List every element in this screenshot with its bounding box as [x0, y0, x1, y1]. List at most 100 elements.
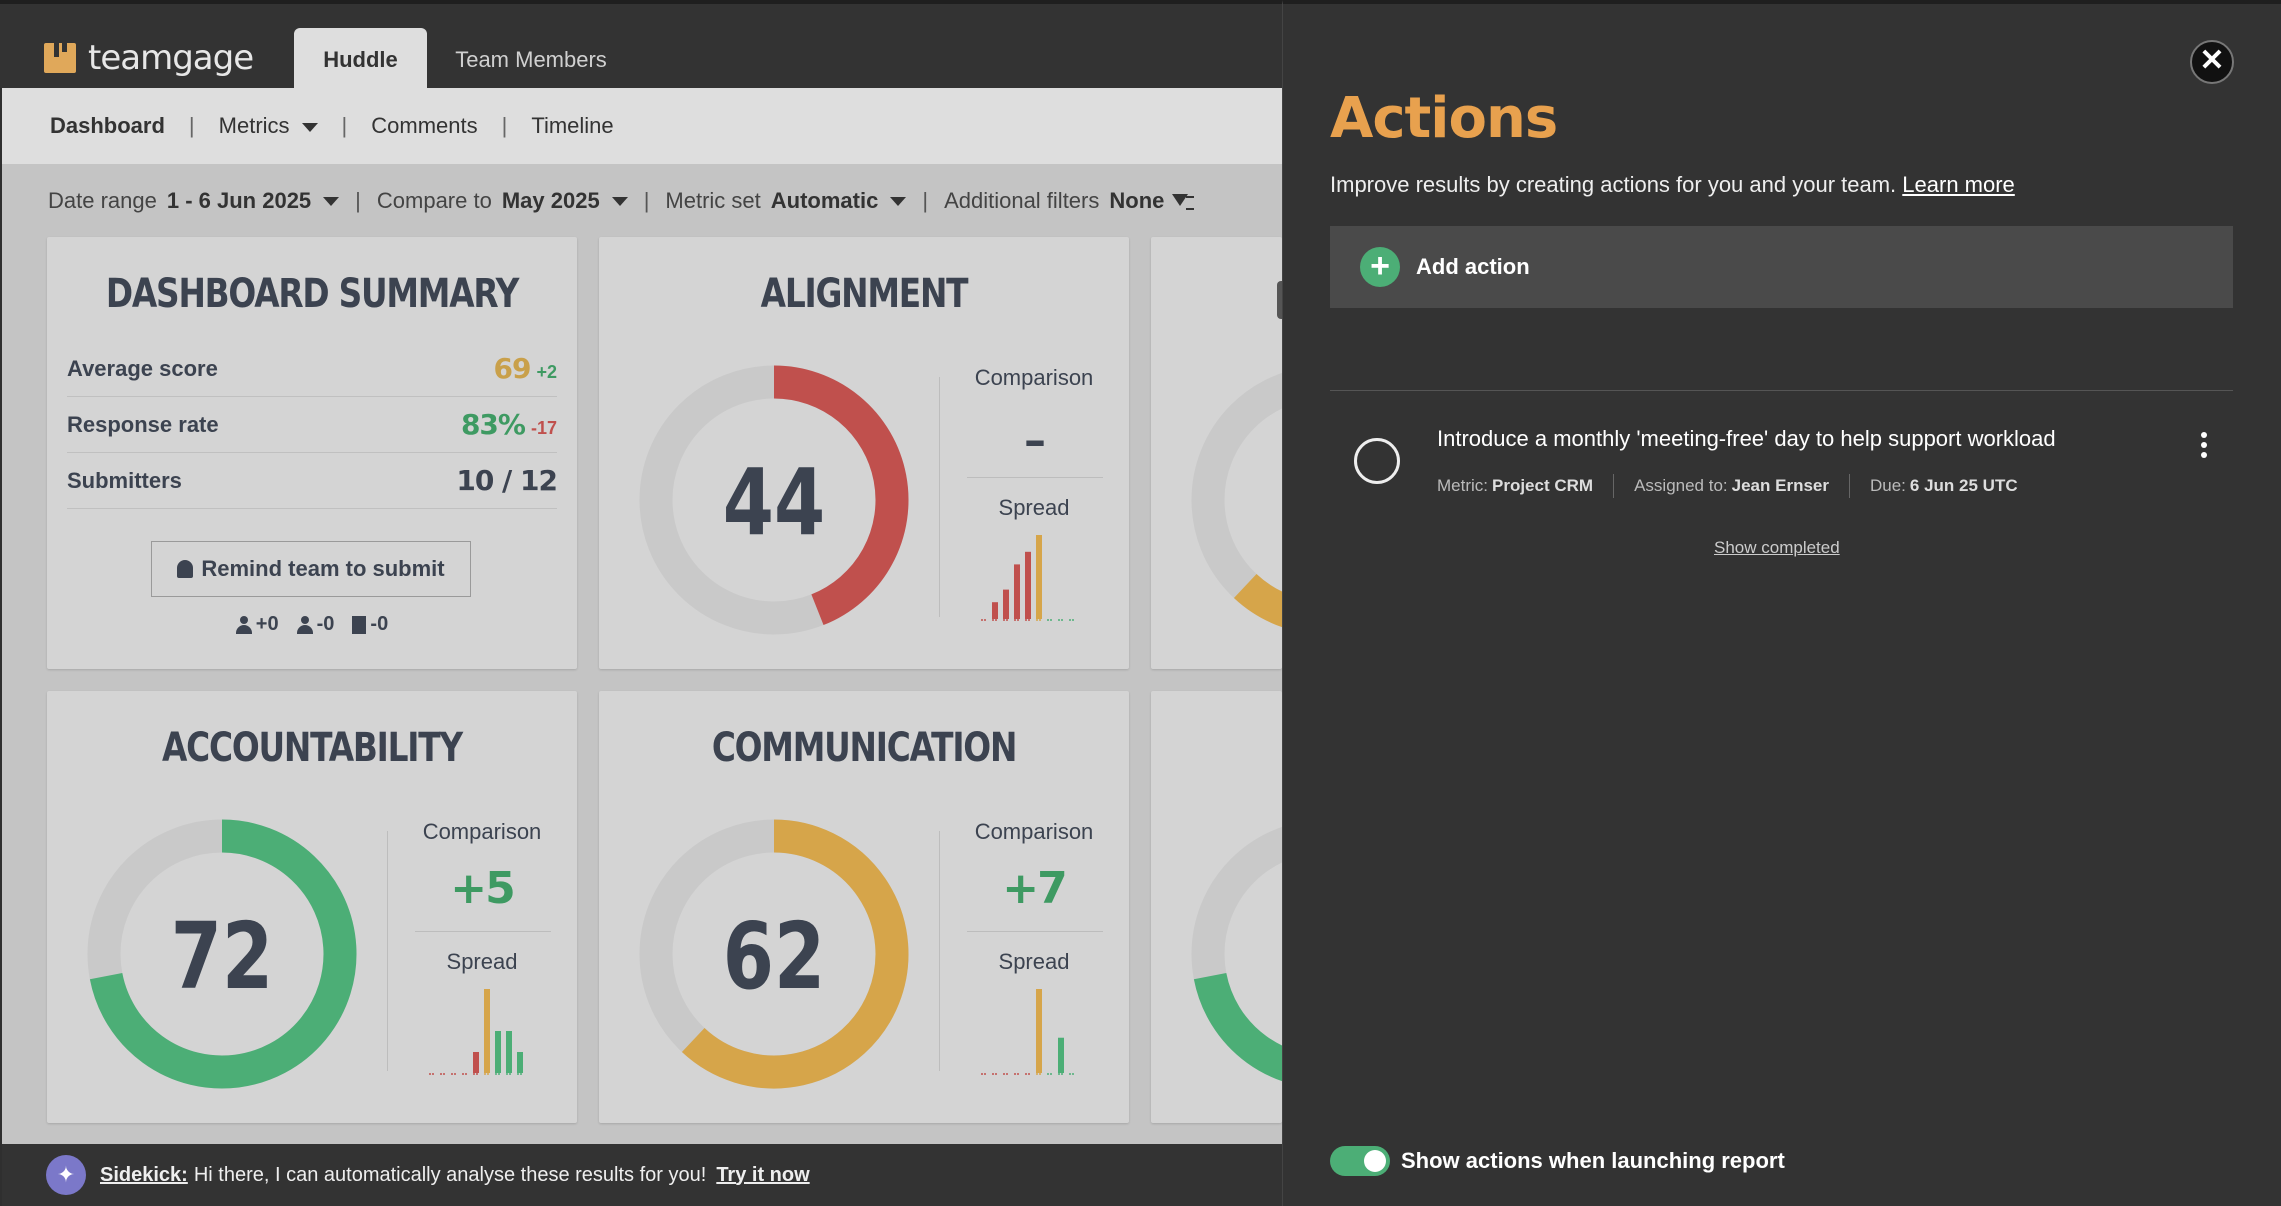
metric-set-select[interactable]: Automatic	[770, 188, 879, 213]
action-complete-checkbox[interactable]	[1354, 438, 1400, 484]
members-removed: -0	[296, 613, 335, 636]
chevron-down-icon[interactable]	[323, 196, 340, 206]
members-removed-count: -0	[316, 613, 335, 635]
filter-bar: Date range 1 - 6 Jun 2025 | Compare to M…	[48, 188, 1195, 214]
action-metric: Metric: Project CRM	[1437, 476, 1593, 496]
spread-bar	[1025, 551, 1031, 619]
divider: |	[922, 188, 929, 213]
card-title: COMMUNICATION	[711, 725, 1018, 771]
member-change-counts: +0 -0 -0	[47, 613, 577, 636]
metric-value: Project CRM	[1492, 476, 1594, 495]
sidekick-bar: ✦ Sidekick: Hi there, I can automaticall…	[2, 1144, 1282, 1206]
bell-icon	[177, 560, 194, 578]
average-score-value: 69	[493, 352, 532, 385]
chevron-down-icon[interactable]	[890, 196, 907, 206]
members-added: +0	[235, 613, 279, 636]
sparkle-icon: ✦	[46, 1155, 86, 1195]
actions-panel	[1282, 0, 2281, 1206]
spread-bar	[992, 602, 998, 619]
assigned-label: Assigned to:	[1634, 476, 1728, 495]
tab-team-members[interactable]: Team Members	[455, 47, 607, 72]
action-title[interactable]: Introduce a monthly 'meeting-free' day t…	[1437, 426, 2056, 451]
metric-card-alignment[interactable]: ALIGNMENT 44 Comparison – Spread	[599, 237, 1129, 669]
donut-track	[1191, 826, 1282, 1082]
sidekick-message: Hi there, I can automatically analyse th…	[193, 1163, 707, 1186]
chevron-down-icon	[301, 122, 318, 132]
metric-card-accountability[interactable]: ACCOUNTABILITY 72 Comparison +5 Spread	[47, 691, 577, 1123]
donut-track	[1191, 372, 1282, 628]
spread-bar	[1036, 989, 1042, 1073]
spread-histogram	[981, 989, 1075, 1075]
divider	[967, 477, 1103, 478]
card-title: ACCOUNTABILITY	[162, 725, 463, 771]
subnav-comments[interactable]: Comments	[371, 113, 478, 138]
metric-card-partial[interactable]	[1151, 237, 1282, 669]
try-it-now-link[interactable]: Try it now	[716, 1163, 810, 1186]
additional-filters-label: Additional filters	[944, 188, 1100, 213]
spread-label: Spread	[998, 495, 1070, 520]
due-label: Due:	[1869, 476, 1906, 495]
teamgage-logo-icon	[44, 43, 76, 73]
score-donut: 72	[87, 819, 357, 1089]
summary-row-submitters: Submitters 10 / 12	[67, 453, 558, 509]
score-value: 72	[171, 903, 273, 1010]
show-completed-link[interactable]: Show completed	[1714, 538, 1840, 557]
score-value: 62	[723, 903, 825, 1010]
spread-bar	[1014, 564, 1020, 619]
divider	[939, 831, 940, 1071]
user-add-icon	[235, 615, 252, 634]
add-action-button[interactable]: + Add action	[1330, 226, 2233, 308]
panel-subtitle-text: Improve results by creating actions for …	[1330, 172, 1897, 197]
action-due: Due: 6 Jun 25 UTC	[1870, 476, 2018, 496]
card-header-fragment	[1277, 281, 1282, 319]
compare-label: Compare to	[376, 188, 492, 213]
spread-bar	[517, 1052, 523, 1073]
divider: |	[643, 188, 650, 213]
metric-card-communication[interactable]: COMMUNICATION 62 Comparison +7 Spread	[599, 691, 1129, 1123]
divider: |	[188, 113, 195, 138]
metric-card-partial[interactable]	[1151, 691, 1282, 1123]
subnav-metrics[interactable]: Metrics	[219, 113, 318, 139]
show-actions-toggle[interactable]	[1330, 1146, 1390, 1176]
chevron-down-icon[interactable]	[611, 196, 628, 206]
additional-filters-select[interactable]: None	[1109, 188, 1165, 213]
more-options-icon[interactable]	[2200, 432, 2208, 460]
filter-icon[interactable]	[1172, 194, 1195, 210]
add-action-label: Add action	[1416, 254, 1530, 279]
divider	[1848, 474, 1850, 498]
score-donut: 62	[639, 819, 909, 1089]
remind-team-button[interactable]: Remind team to submit	[151, 541, 471, 597]
close-icon[interactable]: ✕	[2190, 40, 2234, 84]
comparison-label: Comparison	[422, 819, 542, 844]
learn-more-link[interactable]: Learn more	[1902, 172, 2015, 197]
dashboard-summary-card: DASHBOARD SUMMARY Average score 69 +2 Res…	[47, 237, 577, 669]
comparison-value: +5	[450, 863, 515, 914]
card-title: ALIGNMENT	[760, 271, 969, 317]
response-rate-value: 83%	[460, 408, 526, 441]
panel-subtitle: Improve results by creating actions for …	[1330, 172, 2015, 198]
sub-navigation: Dashboard | Metrics | Comments | Timelin…	[2, 88, 1282, 164]
teams-change: -0	[352, 613, 388, 636]
score-value: 44	[723, 449, 825, 556]
brand-logo[interactable]: teamgage	[44, 38, 254, 78]
sidekick-name[interactable]: Sidekick:	[100, 1163, 188, 1186]
date-range-select[interactable]: 1 - 6 Jun 2025	[166, 188, 312, 213]
metric-label: Metric:	[1437, 476, 1488, 495]
divider	[1613, 474, 1615, 498]
plus-icon: +	[1360, 247, 1400, 287]
remind-button-label: Remind team to submit	[201, 556, 445, 581]
subnav-timeline[interactable]: Timeline	[531, 113, 614, 138]
tab-huddle[interactable]: Huddle	[294, 28, 427, 92]
subnav-metrics-label: Metrics	[218, 113, 290, 138]
donut-score-arc	[773, 365, 909, 626]
spread-bar	[1003, 589, 1009, 619]
assigned-value: Jean Ernser	[1731, 476, 1829, 495]
subnav-dashboard[interactable]: Dashboard	[50, 113, 165, 138]
donut-score-arc	[89, 819, 357, 1089]
date-range-label: Date range	[48, 188, 157, 213]
score-donut: 44	[639, 365, 909, 635]
summary-row-label: Average score	[67, 355, 218, 381]
donut-score-arc	[1193, 972, 1282, 1082]
due-value: 6 Jun 25 UTC	[1909, 476, 2018, 495]
compare-select[interactable]: May 2025	[501, 188, 600, 213]
